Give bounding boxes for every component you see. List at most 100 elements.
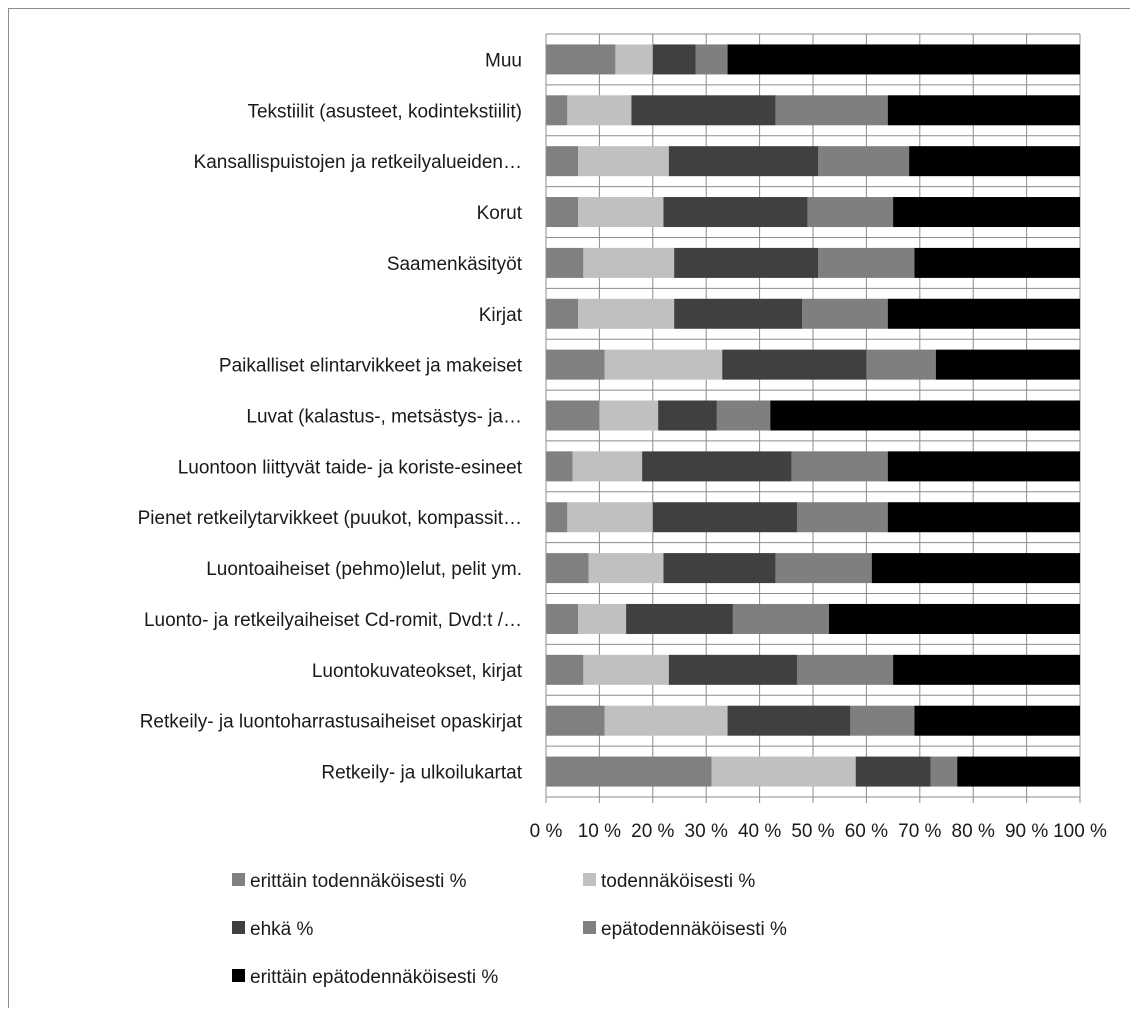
bar-7-series-4 <box>770 400 1080 431</box>
bar-14-series-1 <box>711 756 856 787</box>
bar-9-series-4 <box>887 502 1080 533</box>
bar-10-series-1 <box>588 553 664 584</box>
category-label-6: Paikalliset elintarvikkeet ja makeiset <box>219 356 523 377</box>
bar-14-series-3 <box>930 756 958 787</box>
bar-4-series-1 <box>583 247 675 278</box>
bar-1-series-2 <box>631 95 776 126</box>
bar-13-series-4 <box>914 705 1080 736</box>
bar-10-series-2 <box>663 553 776 584</box>
bar-14-series-2 <box>855 756 931 787</box>
bar-8-series-3 <box>791 451 888 482</box>
bar-0-series-4 <box>727 44 1080 75</box>
category-label-13: Retkeily- ja luontoharrastusaiheiset opa… <box>140 712 523 733</box>
x-tick-label-5: 50 % <box>791 821 834 842</box>
bar-6-series-4 <box>935 349 1080 380</box>
legend: erittäin todennäköisesti % todennäköisest… <box>232 871 787 988</box>
bar-1-series-3 <box>775 95 888 126</box>
bar-0-series-1 <box>615 44 653 75</box>
bar-13-series-2 <box>727 705 851 736</box>
category-labels: Muu Tekstiilit (asusteet, kodintekstiilit… <box>138 50 523 783</box>
bar-0-series-2 <box>652 44 696 75</box>
bar-11-series-1 <box>578 603 627 634</box>
x-tick-label-3: 30 % <box>685 821 728 842</box>
bar-10-series-3 <box>775 553 872 584</box>
bar-5-series-4 <box>887 298 1080 329</box>
bar-8-series-0 <box>546 451 573 482</box>
bar-4-series-3 <box>818 247 915 278</box>
bar-6-series-2 <box>722 349 867 380</box>
bar-9-series-0 <box>546 502 568 533</box>
x-tick-label-0: 0 % <box>530 821 563 842</box>
category-label-7: Luvat (kalastus-, metsästys- ja… <box>246 407 522 428</box>
legend-label-2: ehkä % <box>250 919 313 940</box>
bar-2-series-2 <box>668 146 819 177</box>
chart-frame <box>8 8 1130 1008</box>
x-tick-label-2: 20 % <box>631 821 674 842</box>
bar-3-series-1 <box>578 197 664 228</box>
category-label-4: Saamenkäsityöt <box>387 254 523 275</box>
bar-13-series-0 <box>546 705 605 736</box>
bar-9-series-1 <box>567 502 653 533</box>
bar-2-series-1 <box>578 146 669 177</box>
legend-label-4: erittäin epätodennäköisesti % <box>250 967 498 988</box>
legend-label-0: erittäin todennäköisesti % <box>250 871 467 892</box>
x-tick-label-4: 40 % <box>738 821 781 842</box>
bar-2-series-4 <box>909 146 1080 177</box>
bar-7-series-3 <box>716 400 771 431</box>
legend-swatch-2 <box>232 921 245 934</box>
x-tick-label-10: 100 % <box>1053 821 1107 842</box>
bar-5-series-2 <box>674 298 803 329</box>
bar-6-series-0 <box>546 349 605 380</box>
bar-10-series-0 <box>546 553 589 584</box>
bar-0-series-3 <box>695 44 728 75</box>
bar-3-series-0 <box>546 197 579 228</box>
category-label-11: Luonto- ja retkeilyaiheiset Cd-romit, Dv… <box>144 610 522 631</box>
category-label-2: Kansallispuistojen ja retkeilyalueiden… <box>194 152 522 173</box>
x-tick-label-1: 10 % <box>578 821 621 842</box>
bar-12-series-4 <box>893 654 1080 685</box>
bar-13-series-1 <box>604 705 728 736</box>
bar-14-series-4 <box>957 756 1080 787</box>
bar-12-series-3 <box>796 654 894 685</box>
bar-12-series-0 <box>546 654 584 685</box>
bar-5-series-0 <box>546 298 579 329</box>
category-label-3: Korut <box>477 203 523 224</box>
bar-11-series-4 <box>829 603 1080 634</box>
bar-5-series-1 <box>578 298 675 329</box>
bar-4-series-4 <box>914 247 1080 278</box>
category-label-1: Tekstiilit (asusteet, kodintekstiilit) <box>247 101 522 122</box>
legend-label-1: todennäköisesti % <box>601 871 755 892</box>
bar-4-series-0 <box>546 247 584 278</box>
bar-11-series-0 <box>546 603 579 634</box>
legend-swatch-0 <box>232 873 245 886</box>
bar-2-series-3 <box>818 146 910 177</box>
bar-8-series-2 <box>642 451 792 482</box>
category-label-12: Luontokuvateokset, kirjat <box>312 661 523 682</box>
bar-9-series-3 <box>796 502 888 533</box>
bar-1-series-0 <box>546 95 568 126</box>
bar-11-series-3 <box>732 603 830 634</box>
bar-5-series-3 <box>802 298 888 329</box>
category-label-9: Pienet retkeilytarvikkeet (puukot, kompa… <box>138 508 522 529</box>
legend-swatch-4 <box>232 969 245 982</box>
x-tick-label-6: 60 % <box>845 821 888 842</box>
legend-label-3: epätodennäköisesti % <box>601 919 787 940</box>
legend-swatch-1 <box>583 873 596 886</box>
bars <box>546 44 1080 787</box>
bar-3-series-3 <box>807 197 894 228</box>
category-label-5: Kirjat <box>479 305 523 326</box>
bar-3-series-2 <box>663 197 808 228</box>
bar-12-series-2 <box>668 654 797 685</box>
bar-7-series-1 <box>599 400 659 431</box>
bar-0-series-0 <box>546 44 616 75</box>
bar-9-series-2 <box>652 502 797 533</box>
bar-2-series-0 <box>546 146 579 177</box>
bar-11-series-2 <box>626 603 733 634</box>
x-tick-label-7: 70 % <box>898 821 941 842</box>
bar-7-series-0 <box>546 400 600 431</box>
bar-1-series-4 <box>887 95 1080 126</box>
legend-swatch-3 <box>583 921 596 934</box>
tick-labels: 0 % 10 % 20 % 30 % 40 % 50 % 60 % 70 % 80 % 90 % 1… <box>530 821 1107 842</box>
bar-4-series-2 <box>674 247 819 278</box>
